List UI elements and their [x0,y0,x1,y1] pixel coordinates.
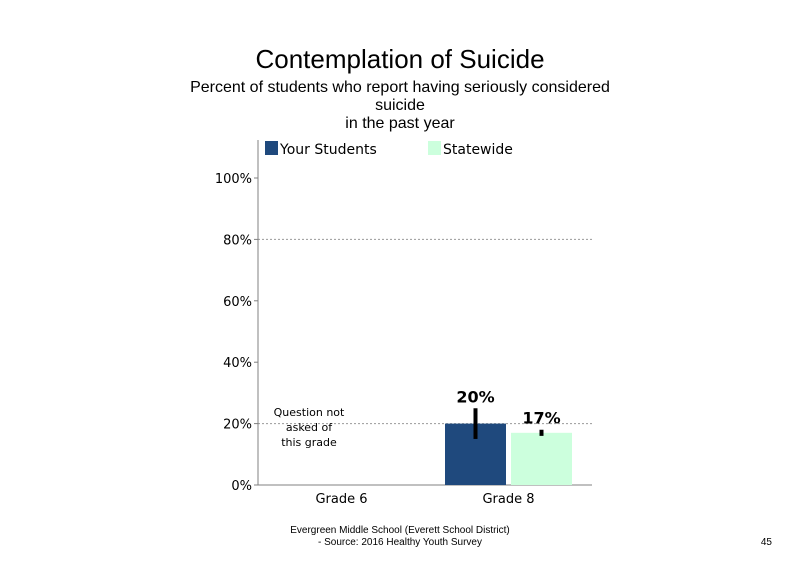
x-tick-label: Grade 8 [482,492,534,507]
legend-swatch [428,141,441,155]
page-number: 45 [760,537,772,548]
subtitle-line-2: suicide [375,97,425,114]
subtitle-line-1: Percent of students who report having se… [190,79,610,96]
footer-line-2: - Source: 2016 Healthy Youth Survey [318,537,482,548]
y-tick-label: 40% [223,356,252,371]
subtitle-line-3: in the past year [345,115,455,132]
data-label: 17% [522,409,560,428]
note-line-2: asked of [285,421,333,434]
y-tick-label: 80% [223,233,252,248]
legend-label: Statewide [443,142,513,158]
chart-subtitle: Percent of students who report having se… [170,79,630,133]
x-tick-label: Grade 6 [315,492,367,507]
not-asked-note: Question not asked of this grade [266,405,352,450]
note-line-3: this grade [281,436,337,449]
y-tick-label: 20% [223,418,252,433]
y-tick-label: 100% [215,172,252,187]
y-tick-label: 0% [231,479,252,494]
note-line-1: Question not [273,406,345,419]
data-label: 20% [456,387,494,406]
footer-line-1: Evergreen Middle School (Everett School … [290,525,510,536]
y-tick-label: 60% [223,295,252,310]
legend-swatch [265,141,278,155]
legend-label: Your Students [279,142,377,158]
chart-title: Contemplation of Suicide [255,44,545,74]
source-footer: Evergreen Middle School (Everett School … [250,525,550,549]
bar [511,432,572,485]
